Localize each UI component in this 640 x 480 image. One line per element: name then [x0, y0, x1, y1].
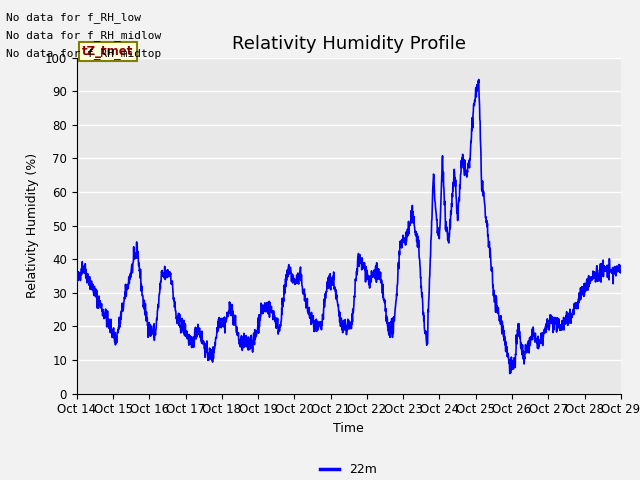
- Title: Relativity Humidity Profile: Relativity Humidity Profile: [232, 35, 466, 53]
- Legend: 22m: 22m: [316, 458, 382, 480]
- Text: No data for f_RH_low: No data for f_RH_low: [6, 12, 141, 23]
- X-axis label: Time: Time: [333, 422, 364, 435]
- Y-axis label: Relativity Humidity (%): Relativity Humidity (%): [26, 153, 39, 298]
- Text: No data for f_RH_midtop: No data for f_RH_midtop: [6, 48, 162, 60]
- Text: tZ_tmet: tZ_tmet: [82, 45, 134, 58]
- Text: No data for f_RH_midlow: No data for f_RH_midlow: [6, 30, 162, 41]
